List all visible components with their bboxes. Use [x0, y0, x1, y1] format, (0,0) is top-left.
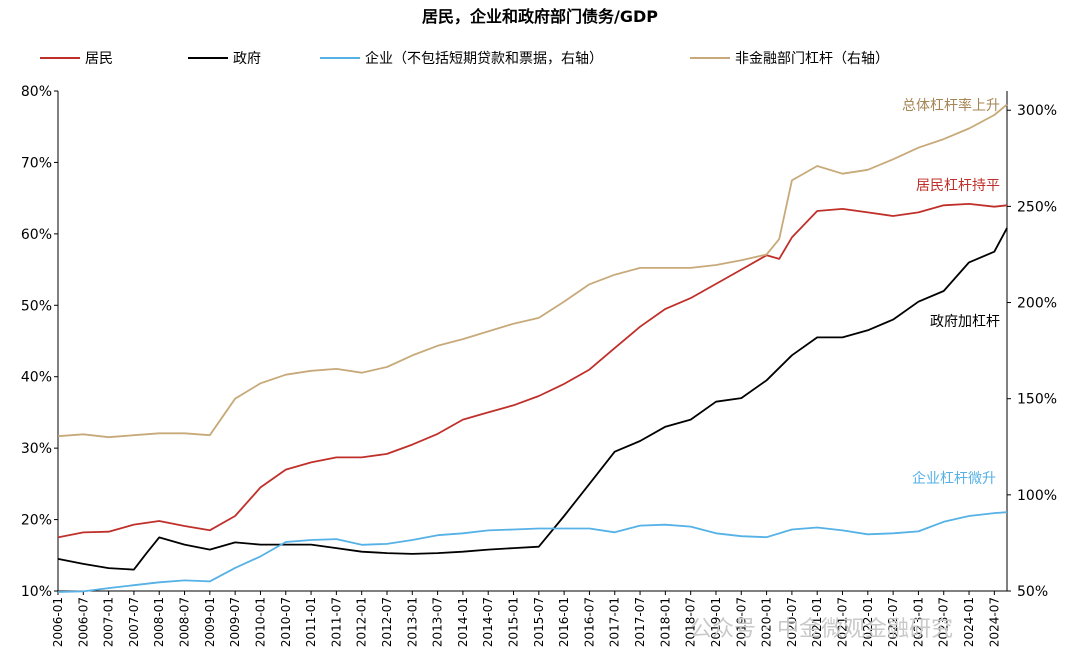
left-tick-label: 60% — [21, 227, 52, 243]
annotation-2: 政府加杠杆 — [930, 314, 1000, 330]
x-tick-label: 2024-07 — [987, 597, 1001, 647]
annotation-3: 企业杠杆微升 — [912, 470, 996, 487]
x-tick-label: 2010-01 — [253, 597, 267, 647]
annotation-0: 总体杠杆率上升 — [902, 97, 1000, 114]
x-tick-label: 2010-07 — [279, 597, 293, 647]
x-tick-label: 2008-01 — [152, 597, 166, 647]
x-axis-ticks: 2006-01 2006-07 2007-01 2007-07 2008-01 2008-… — [51, 591, 1001, 647]
x-tick-label: 2016-07 — [582, 597, 596, 647]
series-line-3 — [57, 103, 1008, 439]
x-tick-label: 2020-01 — [760, 597, 774, 647]
left-tick-label: 80% — [21, 84, 52, 100]
right-tick-label: 300% — [1017, 103, 1057, 119]
x-tick-label: 2024-01 — [962, 597, 976, 647]
x-tick-label: 2009-07 — [228, 597, 242, 647]
x-tick-label: 2014-07 — [481, 597, 495, 647]
annotation-1: 居民杠杆持平 — [916, 178, 1000, 194]
x-tick-label: 2018-07 — [684, 597, 698, 647]
legend-label-2: 企业（不包括短期贷款和票据，右轴） — [365, 50, 603, 67]
series-line-2 — [57, 511, 1008, 593]
x-tick-label: 2017-01 — [608, 597, 622, 647]
series-line-1 — [57, 227, 1008, 571]
x-tick-label: 2013-01 — [405, 597, 419, 647]
x-tick-label: 2015-01 — [507, 597, 521, 647]
x-tick-label: 2023-07 — [937, 597, 951, 647]
series-line-0 — [57, 202, 1008, 539]
x-tick-label: 2017-07 — [633, 597, 647, 647]
x-tick-label: 2013-07 — [431, 597, 445, 647]
left-tick-label: 40% — [21, 370, 52, 386]
legend-label-3: 非金融部门杠杆（右轴） — [735, 51, 889, 67]
legend-label-1: 政府 — [233, 51, 261, 67]
x-tick-label: 2011-01 — [304, 597, 318, 647]
x-tick-label: 2019-07 — [734, 597, 748, 647]
right-axis-ticks: 50% 100% 150% 200% 250% 300% — [1007, 103, 1057, 600]
chart-title: 居民，企业和政府部门债务/GDP — [422, 7, 658, 26]
left-axis-ticks: 10% 20% 30% 40% 50% 60% 70% 80% — [21, 84, 58, 600]
left-tick-label: 50% — [21, 298, 52, 314]
x-tick-label: 2012-01 — [355, 597, 369, 647]
x-tick-label: 2014-01 — [456, 597, 470, 647]
left-tick-label: 10% — [21, 584, 52, 600]
x-tick-label: 2021-07 — [836, 597, 850, 647]
x-tick-label: 2023-01 — [911, 597, 925, 647]
right-tick-label: 100% — [1017, 488, 1057, 504]
x-tick-label: 2012-07 — [380, 597, 394, 647]
right-tick-label: 150% — [1017, 392, 1057, 408]
left-tick-label: 20% — [21, 513, 52, 529]
left-tick-label: 70% — [21, 155, 52, 171]
x-tick-label: 2016-01 — [557, 597, 571, 647]
x-tick-label: 2008-07 — [178, 597, 192, 647]
right-tick-label: 50% — [1017, 584, 1048, 600]
x-tick-label: 2007-01 — [102, 597, 116, 647]
watermark: 公众号 · 中金微观金融研究 — [690, 617, 953, 642]
x-tick-label: 2011-07 — [329, 597, 343, 647]
x-tick-label: 2019-01 — [709, 597, 723, 647]
legend: 居民 政府 企业（不包括短期贷款和票据，右轴） 非金融部门杠杆（右轴） — [40, 50, 889, 67]
x-tick-label: 2021-01 — [810, 597, 824, 647]
right-tick-label: 250% — [1017, 199, 1057, 215]
legend-label-0: 居民 — [85, 51, 113, 67]
series-lines — [57, 103, 1008, 593]
x-tick-label: 2007-07 — [127, 597, 141, 647]
x-tick-label: 2022-01 — [861, 597, 875, 647]
x-tick-label: 2020-07 — [785, 597, 799, 647]
x-tick-label: 2009-01 — [203, 597, 217, 647]
x-tick-label: 2006-01 — [51, 597, 65, 647]
right-tick-label: 200% — [1017, 296, 1057, 312]
x-tick-label: 2018-01 — [658, 597, 672, 647]
x-tick-label: 2006-07 — [76, 597, 90, 647]
x-tick-label: 2022-07 — [886, 597, 900, 647]
x-tick-label: 2015-07 — [532, 597, 546, 647]
left-tick-label: 30% — [21, 441, 52, 457]
